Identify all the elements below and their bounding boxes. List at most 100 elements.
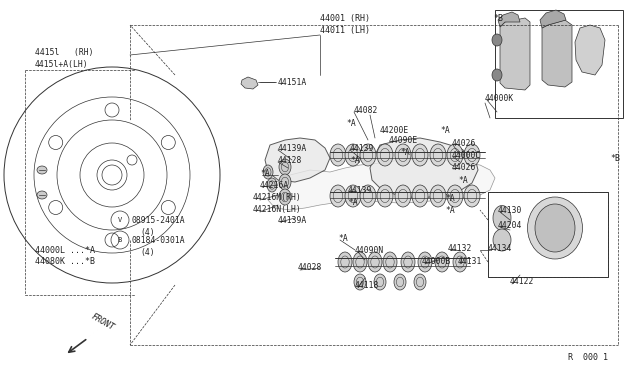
Text: 08915-2401A: 08915-2401A <box>132 215 186 224</box>
Text: 44132: 44132 <box>448 244 472 253</box>
Text: *A: *A <box>260 169 269 177</box>
Circle shape <box>105 103 119 117</box>
Ellipse shape <box>279 189 291 205</box>
Text: (4): (4) <box>140 247 155 257</box>
Text: 44151A: 44151A <box>278 77 307 87</box>
Polygon shape <box>500 18 530 90</box>
Ellipse shape <box>330 144 346 166</box>
Circle shape <box>49 201 63 215</box>
Text: 44134: 44134 <box>488 244 513 253</box>
Circle shape <box>49 135 63 150</box>
Text: 44001 (RH): 44001 (RH) <box>320 13 370 22</box>
Circle shape <box>102 165 122 185</box>
Text: *B: *B <box>493 13 503 22</box>
Ellipse shape <box>527 197 582 259</box>
Ellipse shape <box>377 144 393 166</box>
Text: *A: *A <box>350 155 360 164</box>
Ellipse shape <box>345 144 361 166</box>
Text: 44026: 44026 <box>452 138 476 148</box>
Ellipse shape <box>535 204 575 252</box>
Polygon shape <box>268 158 495 210</box>
Ellipse shape <box>354 274 366 290</box>
Ellipse shape <box>412 185 428 207</box>
Text: *A: *A <box>458 176 468 185</box>
Ellipse shape <box>360 144 376 166</box>
Text: B: B <box>118 237 122 243</box>
Ellipse shape <box>418 252 432 272</box>
Ellipse shape <box>353 252 367 272</box>
Ellipse shape <box>492 69 502 81</box>
Text: 44082: 44082 <box>354 106 378 115</box>
Ellipse shape <box>464 185 480 207</box>
Polygon shape <box>498 12 520 27</box>
Ellipse shape <box>395 144 411 166</box>
Ellipse shape <box>37 166 47 174</box>
Ellipse shape <box>263 165 273 179</box>
Text: *A: *A <box>445 193 455 202</box>
Text: 44139: 44139 <box>350 144 374 153</box>
Ellipse shape <box>330 185 346 207</box>
Circle shape <box>161 201 175 215</box>
Bar <box>488 192 608 277</box>
Text: 44000K: 44000K <box>485 93 515 103</box>
Text: 44090E: 44090E <box>389 135 419 144</box>
Text: R  000 1: R 000 1 <box>568 353 608 362</box>
Ellipse shape <box>279 174 291 190</box>
Text: 44139: 44139 <box>348 186 372 195</box>
Text: *A: *A <box>338 234 348 243</box>
Text: 4415l+A(LH): 4415l+A(LH) <box>35 60 88 68</box>
Text: 44130: 44130 <box>498 205 522 215</box>
Ellipse shape <box>395 185 411 207</box>
Text: 44216A: 44216A <box>260 180 289 189</box>
Text: 44216M(RH): 44216M(RH) <box>253 192 301 202</box>
Text: *A: *A <box>348 198 358 206</box>
Ellipse shape <box>447 144 463 166</box>
Text: 44139A: 44139A <box>278 144 307 153</box>
Polygon shape <box>370 138 478 198</box>
Text: (4): (4) <box>140 228 155 237</box>
Text: 44000C: 44000C <box>452 151 481 160</box>
Text: *A: *A <box>440 125 450 135</box>
Text: 44011 (LH): 44011 (LH) <box>320 26 370 35</box>
Ellipse shape <box>338 252 352 272</box>
Ellipse shape <box>267 178 277 192</box>
Ellipse shape <box>360 185 376 207</box>
Polygon shape <box>265 138 330 182</box>
Text: 44000B: 44000B <box>422 257 451 266</box>
Text: 44090N: 44090N <box>355 246 384 254</box>
Text: *A: *A <box>346 119 356 128</box>
Text: 44122: 44122 <box>510 278 534 286</box>
Text: FRONT: FRONT <box>90 312 116 332</box>
Text: 44118: 44118 <box>355 280 380 289</box>
Ellipse shape <box>383 252 397 272</box>
Text: 44139A: 44139A <box>278 215 307 224</box>
Ellipse shape <box>401 252 415 272</box>
Ellipse shape <box>345 185 361 207</box>
Ellipse shape <box>447 185 463 207</box>
Text: 44216N(LH): 44216N(LH) <box>253 205 301 214</box>
Ellipse shape <box>435 252 449 272</box>
Ellipse shape <box>464 144 480 166</box>
Ellipse shape <box>368 252 382 272</box>
Circle shape <box>105 233 119 247</box>
Ellipse shape <box>430 144 446 166</box>
Text: 44204: 44204 <box>498 221 522 230</box>
Text: *B: *B <box>610 154 620 163</box>
Text: 44026: 44026 <box>452 163 476 171</box>
Text: *A: *A <box>445 205 455 215</box>
Polygon shape <box>542 20 572 87</box>
Polygon shape <box>575 25 605 75</box>
Ellipse shape <box>493 205 511 231</box>
Text: 4415l   (RH): 4415l (RH) <box>35 48 93 57</box>
Ellipse shape <box>394 274 406 290</box>
Ellipse shape <box>453 252 467 272</box>
Text: 44000L ...*A: 44000L ...*A <box>35 246 95 254</box>
Polygon shape <box>540 10 566 28</box>
Polygon shape <box>241 77 258 89</box>
Bar <box>495 10 623 118</box>
Ellipse shape <box>430 185 446 207</box>
Bar <box>488 192 608 277</box>
Text: 44200E: 44200E <box>380 125 409 135</box>
Ellipse shape <box>412 144 428 166</box>
Ellipse shape <box>414 274 426 290</box>
